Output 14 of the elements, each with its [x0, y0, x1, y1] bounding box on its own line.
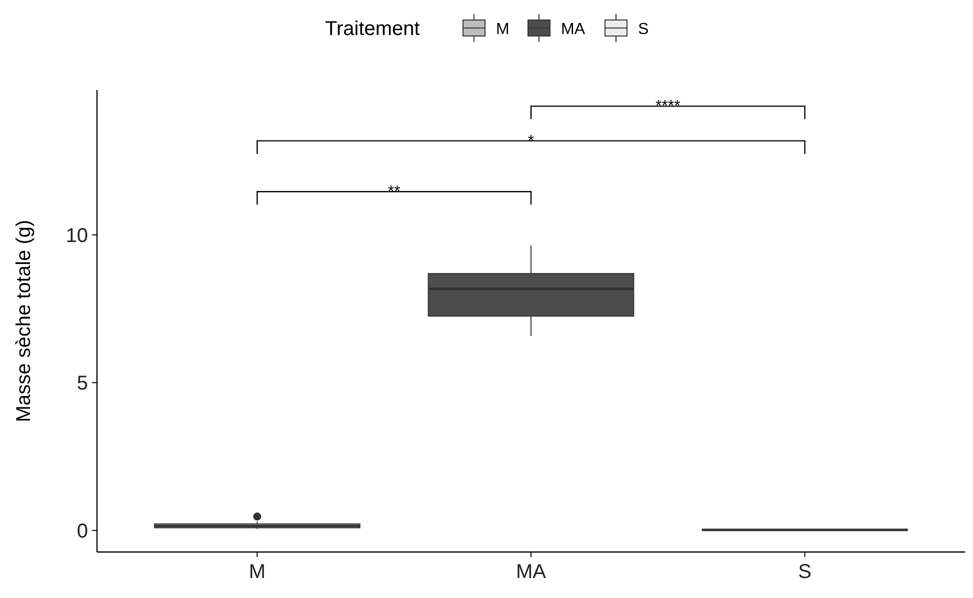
x-tick-label: S	[798, 561, 812, 583]
y-tick-label: 5	[76, 372, 88, 395]
y-tick-label: 0	[76, 520, 88, 542]
legend-label: MA	[561, 21, 586, 38]
annotation: **	[388, 184, 400, 201]
x-tick-label: M	[248, 561, 266, 583]
y-axis-title: Masse sèche totale (g)	[13, 220, 35, 422]
legend-title: Traitement	[325, 18, 420, 40]
legend-label: S	[638, 21, 649, 38]
annotation: ****	[655, 98, 680, 116]
x-tick-label: MA	[516, 561, 547, 583]
legend-label: M	[496, 21, 510, 38]
y-tick-label: 10	[66, 224, 88, 247]
annotation: *	[528, 132, 534, 150]
